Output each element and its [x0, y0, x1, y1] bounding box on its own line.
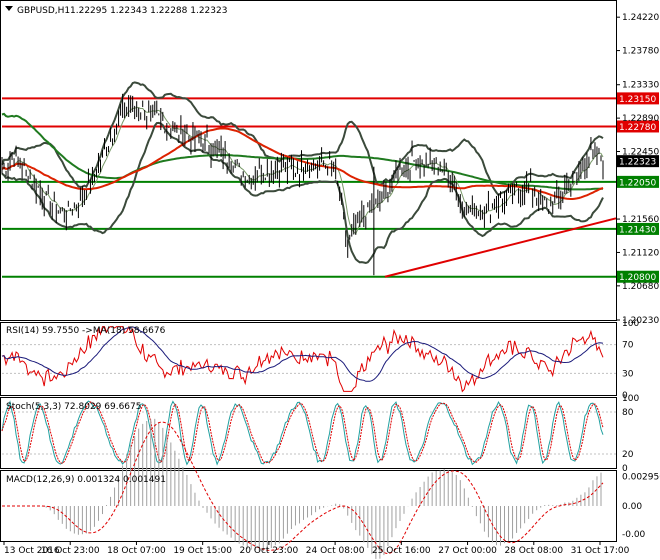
x-tick-label-0: 13 Oct 2016: [4, 546, 60, 556]
price-tick-label-0: 1.24220: [622, 13, 659, 23]
level-label-bg-0: [617, 92, 659, 105]
level-label-1: 1.22780: [617, 120, 659, 133]
price-tick-label-3: 1.22890: [622, 114, 659, 124]
support-trendline: [384, 217, 617, 278]
macd-title: MACD(12,26,9) 0.001324 0.001491: [6, 475, 166, 485]
ma-red: [1, 127, 604, 200]
stoch-tick-label-0: 100: [622, 394, 639, 404]
price-tick-label-9: 1.20230: [622, 316, 659, 326]
macd-panel-frame: [0, 470, 617, 542]
x-tick-label-7: 27 Oct 00:00: [438, 546, 497, 556]
x-tick-label-1: 16 Oct 23:00: [41, 546, 100, 556]
rsi-tick-label-2: 30: [622, 369, 634, 379]
price-tick-label-4: 1.22450: [622, 148, 659, 158]
stoch-tick-label-1: 80: [622, 408, 634, 418]
level-label-0: 1.23150: [617, 92, 659, 105]
level-label-bg-1: [617, 120, 659, 133]
bollinger-lower: [1, 121, 604, 265]
current-price-label: 1.22323: [617, 155, 659, 168]
level-label-3: 1.21430: [617, 222, 659, 235]
axis-layer: 1.24220 1.23780 1.23330 1.22890 1.22450 1.215…: [3, 13, 660, 556]
price-tick-label-1: 1.23780: [622, 47, 659, 57]
level-label-bg-2: [617, 175, 659, 188]
stoch-title: Stoch(5,3,3) 72.8029 69.6675: [6, 402, 141, 412]
price-layer: 1.23150 1.22780 1.22050 1.21430 1.20800 1.223…: [1, 81, 659, 283]
collapse-triangle-icon[interactable]: [5, 6, 13, 11]
x-tick-label-5: 24 Oct 08:00: [306, 546, 365, 556]
level-label-text-4: 1.20800: [619, 273, 656, 283]
rsi-tick-label-3: 0: [622, 391, 628, 401]
level-label-4: 1.20800: [617, 270, 659, 283]
macd-tick-label-1: 0.00: [622, 502, 642, 512]
x-tick-label-3: 19 Oct 15:00: [173, 546, 232, 556]
macd-tick-label-2: -0.00: [622, 530, 646, 540]
rsi-title: RSI(14) 59.7550 ->MA(18) 58.6676: [6, 326, 166, 336]
x-tick-label-8: 28 Oct 08:00: [504, 546, 563, 556]
macd-layer: [2, 418, 604, 559]
level-label-bg-3: [617, 222, 659, 235]
x-tick-label-2: 18 Oct 07:00: [107, 546, 166, 556]
current-price-bg: [617, 155, 659, 168]
macd-signal-line: [2, 421, 604, 555]
macd-tick-label-0: 0.002956: [622, 472, 660, 482]
rsi-tick-label-1: 70: [622, 341, 634, 351]
price-panel-frame: [0, 0, 617, 321]
stoch-panel-frame: [0, 397, 617, 469]
x-tick-label-4: 20 Oct 23:00: [240, 546, 299, 556]
stoch-layer: [1, 400, 616, 466]
ohlc-values: 1.22295 1.22343 1.22288 1.22323: [70, 6, 227, 16]
price-bars: [1, 93, 604, 276]
current-price-text: 1.22323: [619, 158, 656, 168]
x-tick-label-9: 31 Oct 17:00: [571, 546, 630, 556]
macd-histogram: [41, 418, 602, 559]
level-label-text-1: 1.22780: [619, 123, 656, 133]
level-label-text-0: 1.23150: [619, 95, 656, 105]
symbol-label: GBPUSD,H1: [17, 6, 70, 16]
stoch-signal-line: [1, 401, 604, 464]
price-tick-label-6: 1.21560: [622, 215, 659, 225]
level-label-bg-4: [617, 270, 659, 283]
ma-slow-green: [1, 112, 604, 191]
price-tick-label-8: 1.20680: [622, 282, 659, 292]
stoch-tick-label-3: 0: [622, 464, 628, 474]
level-label-text-2: 1.22050: [619, 178, 656, 188]
stoch-tick-label-2: 20: [622, 450, 634, 460]
price-tick-label-7: 1.21120: [622, 248, 659, 258]
level-label-2: 1.22050: [617, 175, 659, 188]
x-tick-label-6: 25 Oct 16:00: [372, 546, 431, 556]
rsi-ma-line: [1, 326, 604, 382]
level-label-text-3: 1.21430: [619, 225, 656, 235]
stoch-main-line: [1, 400, 604, 466]
rsi-tick-label-0: 100: [622, 319, 639, 329]
rsi-layer: [1, 325, 616, 393]
price-tick-label-2: 1.23330: [622, 81, 659, 91]
